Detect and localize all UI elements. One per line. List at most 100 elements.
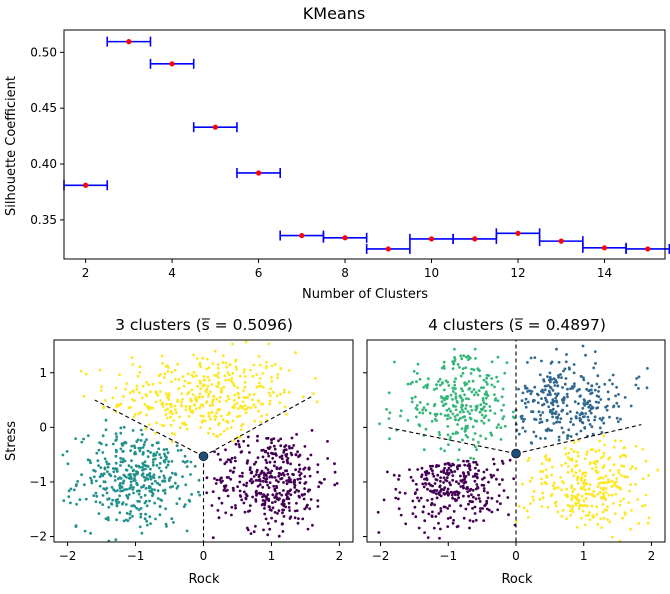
scatter-point — [193, 403, 197, 406]
scatter-point — [552, 422, 556, 425]
scatter-point — [471, 488, 475, 492]
scatter-point — [296, 477, 300, 481]
scatter-point — [243, 510, 247, 514]
scatter-point — [154, 432, 157, 435]
scatter-point — [580, 477, 583, 480]
scatter-point — [422, 385, 426, 389]
scatter-point — [604, 487, 608, 490]
scatter-point — [468, 468, 472, 472]
scatter-point — [163, 488, 167, 492]
scatter-point — [597, 395, 601, 398]
scatter-point — [125, 488, 129, 491]
scatter-point — [602, 488, 605, 492]
scatter-point — [561, 508, 565, 512]
scatter-point — [155, 451, 159, 454]
scatter-point — [294, 351, 297, 355]
scatter-point — [596, 492, 600, 496]
scatter-point — [287, 390, 291, 394]
scatter-point — [162, 448, 166, 452]
data-point — [169, 61, 175, 67]
scatter-point — [557, 486, 560, 489]
scatter-point — [255, 470, 259, 474]
scatter-point — [412, 369, 416, 373]
scatter-point — [431, 464, 434, 468]
scatter-point — [442, 388, 446, 392]
scatter-point — [525, 509, 529, 513]
scatter-point — [427, 377, 430, 381]
scatter-point — [166, 394, 169, 398]
scatter-point — [413, 505, 417, 509]
scatter-point — [474, 391, 478, 394]
scatter-point — [463, 383, 467, 387]
scatter-point — [589, 388, 593, 392]
scatter-point — [131, 469, 135, 473]
scatter-point — [566, 395, 569, 399]
scatter-point — [440, 400, 444, 404]
scatter-point — [176, 449, 180, 452]
scatter-point — [282, 489, 285, 492]
scatter-point — [571, 507, 574, 511]
scatter-point — [273, 363, 277, 366]
scatter-point — [242, 371, 246, 374]
scatter-point — [474, 497, 478, 501]
scatter-point — [92, 494, 96, 497]
scatter-point — [520, 414, 524, 418]
scatter-point — [82, 395, 86, 398]
scatter-point — [529, 392, 533, 396]
scatter-point — [617, 471, 621, 475]
scatter-point — [526, 400, 530, 404]
scatter-ytick-label: −2 — [29, 530, 47, 544]
scatter-point — [308, 474, 312, 478]
scatter-point — [140, 485, 143, 489]
scatter-point — [595, 382, 599, 386]
scatter-point — [458, 464, 462, 468]
scatter-point — [296, 521, 300, 525]
scatter-point — [138, 391, 141, 395]
scatter-point — [274, 519, 277, 523]
scatter-point — [472, 368, 476, 372]
scatter-point — [239, 404, 242, 408]
scatter-point — [425, 471, 428, 475]
scatter-point — [611, 373, 615, 377]
scatter-point — [292, 444, 296, 447]
scatter-point — [119, 489, 122, 493]
scatter-point — [453, 356, 456, 359]
scatter-point — [567, 451, 571, 455]
scatter-point — [616, 420, 620, 423]
scatter-point — [446, 425, 450, 428]
scatter-point — [144, 467, 147, 471]
scatter-point — [464, 366, 468, 370]
scatter-point — [434, 478, 438, 481]
scatter-point — [241, 400, 245, 404]
scatter-point — [531, 410, 535, 413]
scatter-point — [588, 518, 592, 521]
scatter-point — [220, 389, 224, 392]
scatter-point — [473, 505, 477, 509]
scatter-point — [415, 404, 419, 407]
scatter-point — [251, 374, 255, 378]
scatter-point — [271, 456, 275, 460]
scatter-point — [289, 451, 293, 455]
scatter-point — [597, 390, 600, 393]
scatter-point — [467, 502, 470, 506]
scatter-point — [439, 527, 442, 531]
scatter-point — [238, 414, 242, 418]
scatter-point — [270, 516, 273, 520]
scatter-point — [270, 451, 273, 455]
scatter-point — [435, 489, 439, 492]
scatter-point — [255, 489, 258, 493]
scatter-point — [231, 486, 235, 490]
scatter-point — [469, 487, 473, 491]
scatter-point — [593, 418, 596, 422]
scatter-point — [75, 502, 78, 506]
scatter-point — [453, 380, 456, 384]
scatter-point — [205, 491, 209, 495]
scatter-point — [273, 511, 277, 514]
scatter-point — [93, 469, 97, 473]
scatter-point — [529, 441, 533, 444]
scatter-point — [185, 427, 189, 431]
scatter-point — [574, 471, 578, 474]
scatter-point — [261, 372, 265, 375]
scatter-point — [583, 478, 587, 482]
scatter-point — [84, 372, 88, 376]
